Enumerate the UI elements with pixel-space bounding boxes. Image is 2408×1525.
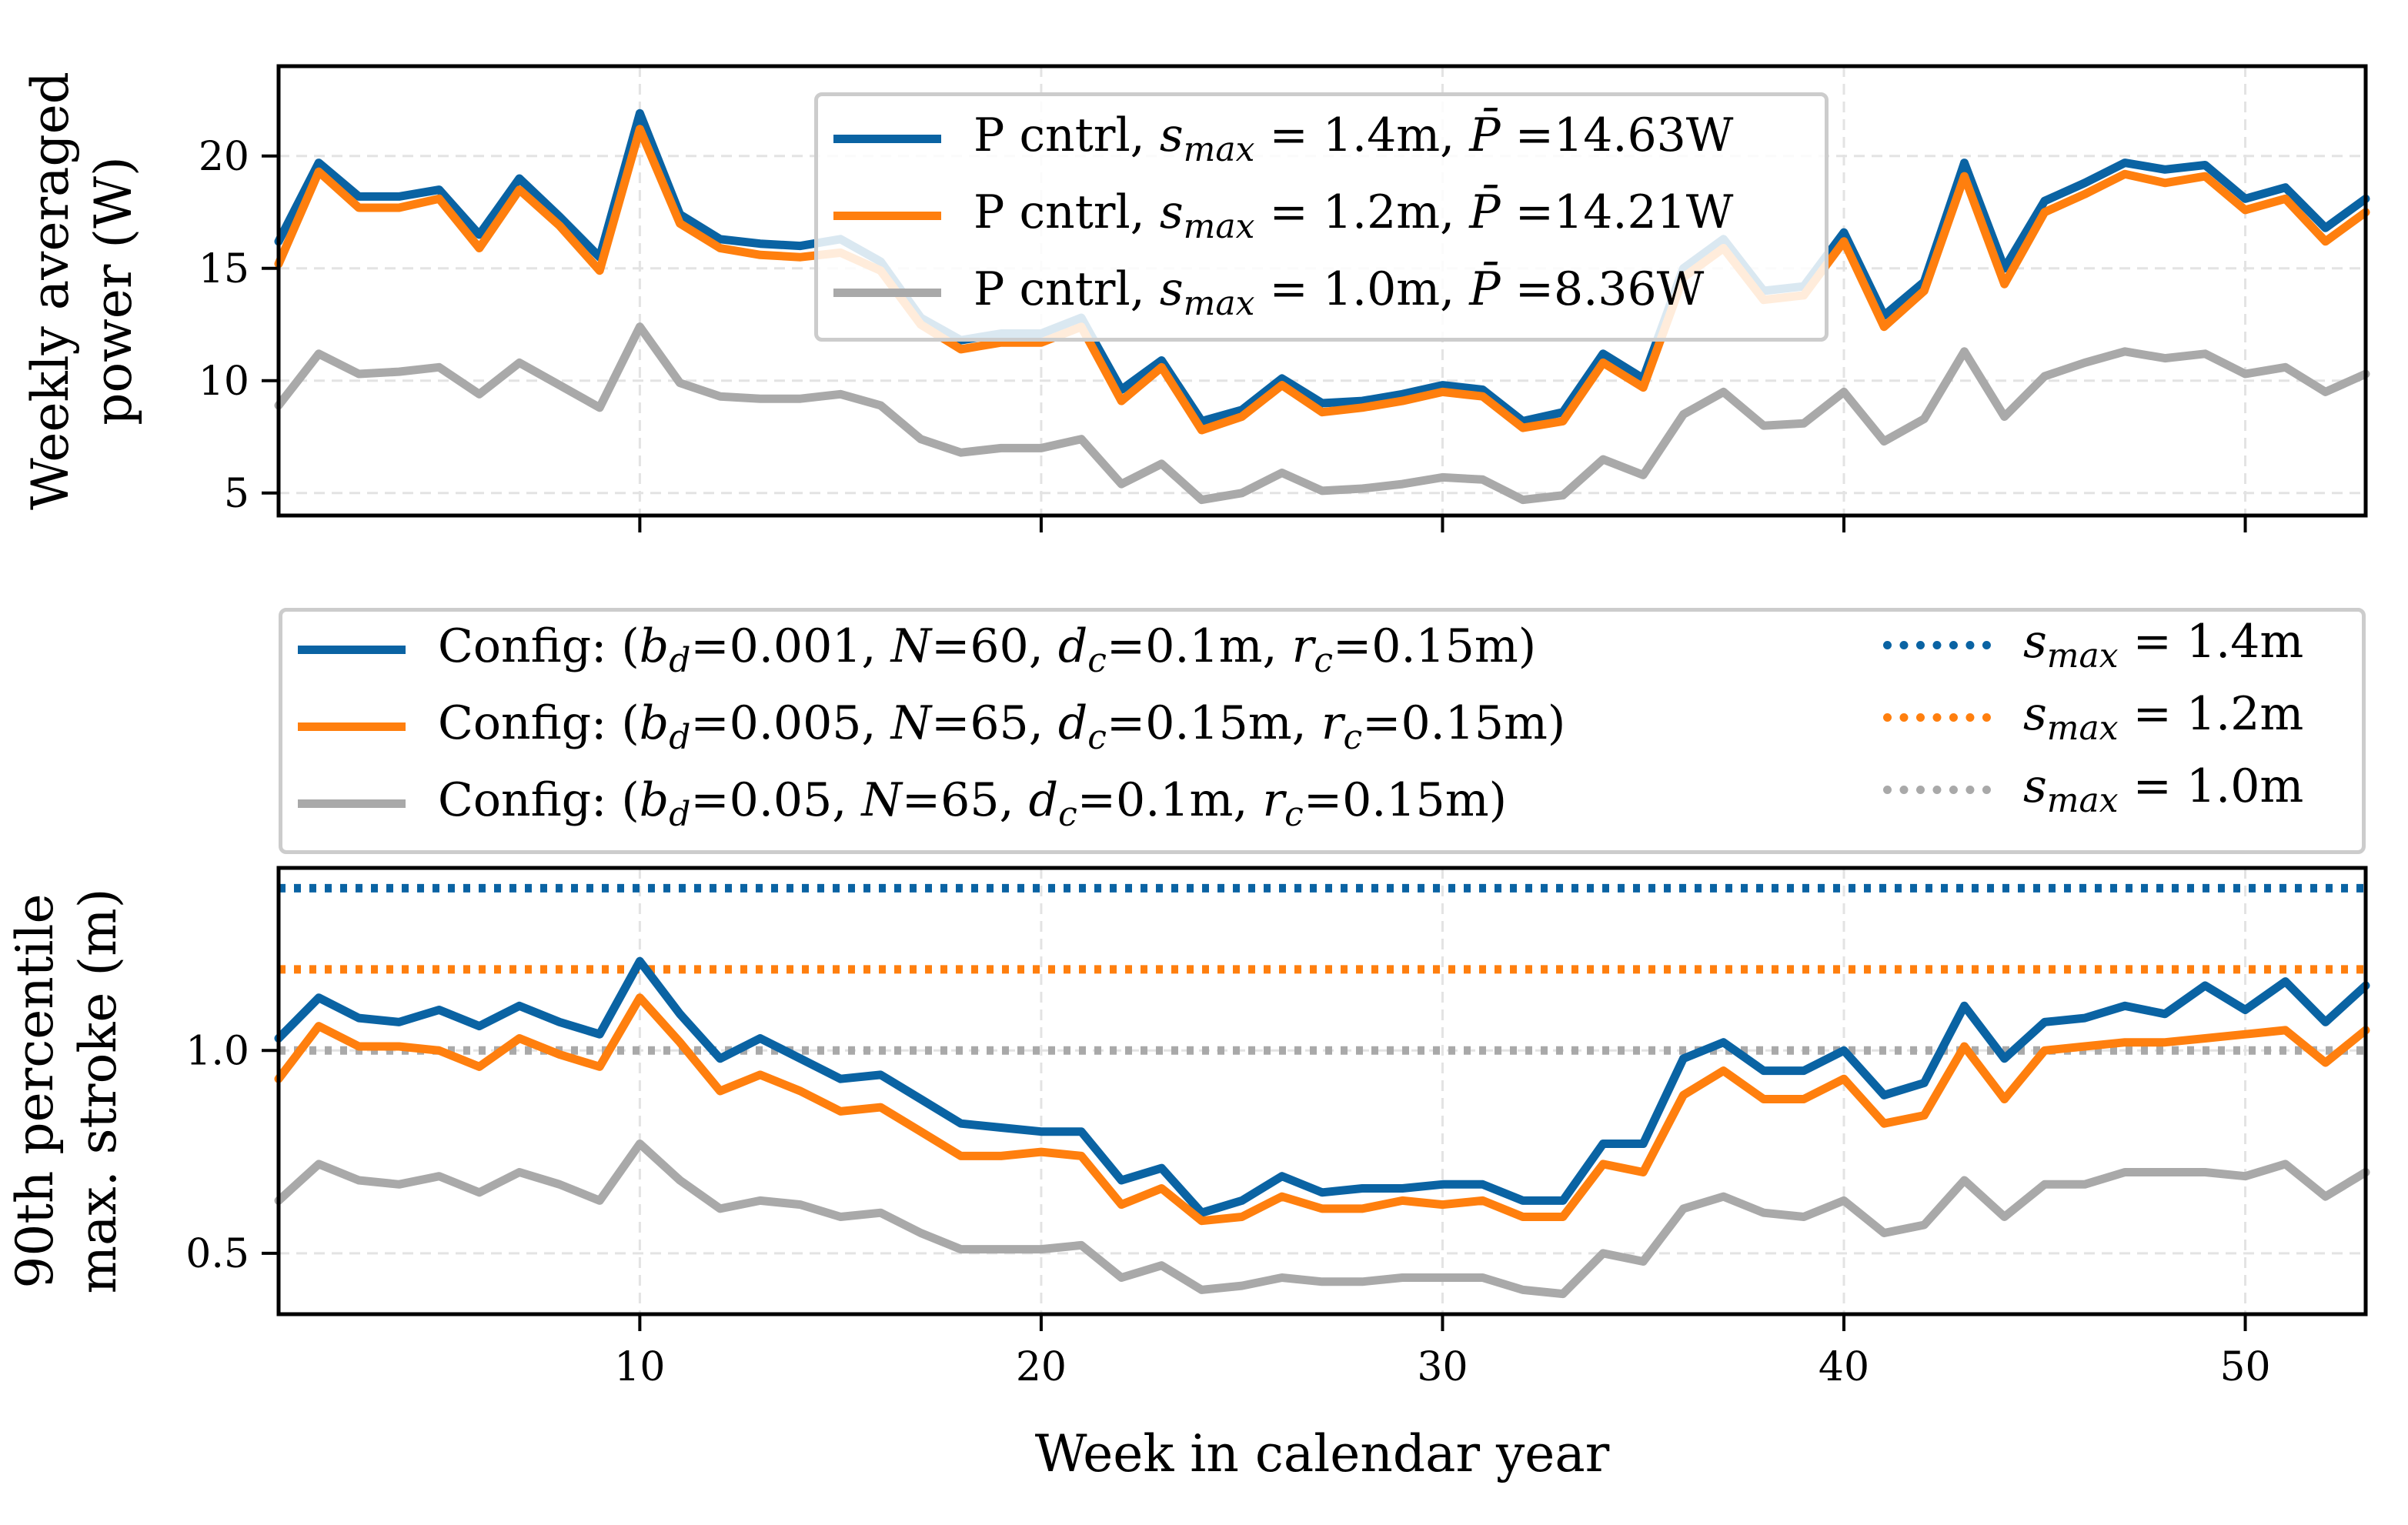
top-legend: P cntrl, smax = 1.4m, P̄ =14.63W P cntrl,… bbox=[814, 92, 1829, 342]
bottom-ylabel-line1: 90th percentile bbox=[5, 893, 65, 1288]
bottom-series-line bbox=[274, 1140, 2370, 1299]
bottom-xtick-label: 40 bbox=[1819, 1344, 1869, 1390]
top-ytick-label: 5 bbox=[224, 471, 249, 517]
bottom-xtick-label: 20 bbox=[1016, 1344, 1067, 1390]
top-series-group bbox=[274, 108, 2370, 505]
legend-swatch bbox=[1883, 786, 1991, 794]
legend-swatch bbox=[833, 289, 941, 297]
legend-entry: Config: (bd=0.005, N=65, dc=0.15m, rc=0.… bbox=[298, 696, 1565, 757]
legend-label: Config: (bd=0.005, N=65, dc=0.15m, rc=0.… bbox=[438, 696, 1566, 757]
legend-swatch bbox=[1883, 641, 1991, 649]
bottom-xtick-label: 30 bbox=[1417, 1344, 1468, 1390]
legend-entry: P cntrl, smax = 1.2m, P̄ =14.21W bbox=[833, 185, 1733, 246]
legend-entry: smax = 1.2m bbox=[1883, 687, 2303, 748]
top-ylabel-line1: Weekly averaged bbox=[21, 72, 80, 510]
legend-swatch bbox=[298, 646, 406, 654]
legend-entry: smax = 1.4m bbox=[1883, 615, 2303, 676]
bottom-xtick-label: 50 bbox=[2219, 1344, 2270, 1390]
bottom-panel: 10 20 30 40 50 0.5 1.0 90th percentile max. st… bbox=[5, 866, 2370, 1483]
bottom-xlabel: Week in calendar year bbox=[1035, 1424, 1610, 1483]
bottom-ticks: 10 20 30 40 50 0.5 1.0 bbox=[185, 1028, 2270, 1390]
legend-entry: P cntrl, smax = 1.4m, P̄ =14.63W bbox=[833, 108, 1733, 169]
legend-entry: Config: (bd=0.001, N=60, dc=0.1m, rc=0.1… bbox=[298, 619, 1536, 680]
top-series-line bbox=[274, 125, 2370, 435]
legend-label: P cntrl, smax = 1.2m, P̄ =14.21W bbox=[974, 185, 1734, 246]
bottom-series-line bbox=[274, 993, 2370, 1226]
bottom-reference-lines bbox=[279, 883, 2366, 1055]
top-ylabel-line2: power (W) bbox=[84, 156, 143, 425]
legend-swatch bbox=[298, 799, 406, 808]
legend-label: smax = 1.0m bbox=[2023, 759, 2304, 820]
bottom-ytick-label: 0.5 bbox=[185, 1231, 249, 1277]
legend-label: Config: (bd=0.001, N=60, dc=0.1m, rc=0.1… bbox=[438, 619, 1537, 680]
bottom-ylabel-line2: max. stroke (m) bbox=[68, 889, 128, 1294]
legend-swatch bbox=[1883, 713, 1991, 722]
legend-label: Config: (bd=0.05, N=65, dc=0.1m, rc=0.15… bbox=[438, 773, 1507, 834]
legend-label: P cntrl, smax = 1.4m, P̄ =14.63W bbox=[974, 108, 1734, 169]
legend-label: smax = 1.2m bbox=[2023, 687, 2304, 748]
legend-swatch bbox=[833, 212, 941, 220]
legend-label: smax = 1.4m bbox=[2023, 615, 2304, 676]
bottom-series-line bbox=[274, 956, 2370, 1217]
legend-swatch bbox=[298, 722, 406, 731]
bottom-xtick-label: 10 bbox=[614, 1344, 665, 1390]
top-panel: 5 10 15 20 Weekly averaged power (W) bbox=[21, 64, 2370, 532]
legend-entry: Config: (bd=0.05, N=65, dc=0.1m, rc=0.15… bbox=[298, 773, 1507, 834]
top-ticks: 5 10 15 20 bbox=[199, 134, 2247, 532]
bottom-series-group bbox=[274, 956, 2370, 1299]
top-series-line bbox=[274, 322, 2370, 505]
top-ytick-label: 15 bbox=[199, 246, 249, 292]
bottom-axes-frame bbox=[276, 866, 2368, 1316]
legend-label: P cntrl, smax = 1.0m, P̄ =8.36W bbox=[974, 262, 1705, 323]
bottom-legend: Config: (bd=0.001, N=60, dc=0.1m, rc=0.1… bbox=[279, 608, 2366, 854]
top-axes-frame bbox=[276, 64, 2368, 518]
legend-swatch bbox=[833, 135, 941, 143]
bottom-grid bbox=[279, 868, 2366, 1314]
top-ytick-label: 20 bbox=[199, 134, 249, 180]
top-ytick-label: 10 bbox=[199, 359, 249, 405]
bottom-ytick-label: 1.0 bbox=[185, 1028, 249, 1074]
legend-entry: smax = 1.0m bbox=[1883, 759, 2303, 820]
legend-entry: P cntrl, smax = 1.0m, P̄ =8.36W bbox=[833, 262, 1704, 323]
